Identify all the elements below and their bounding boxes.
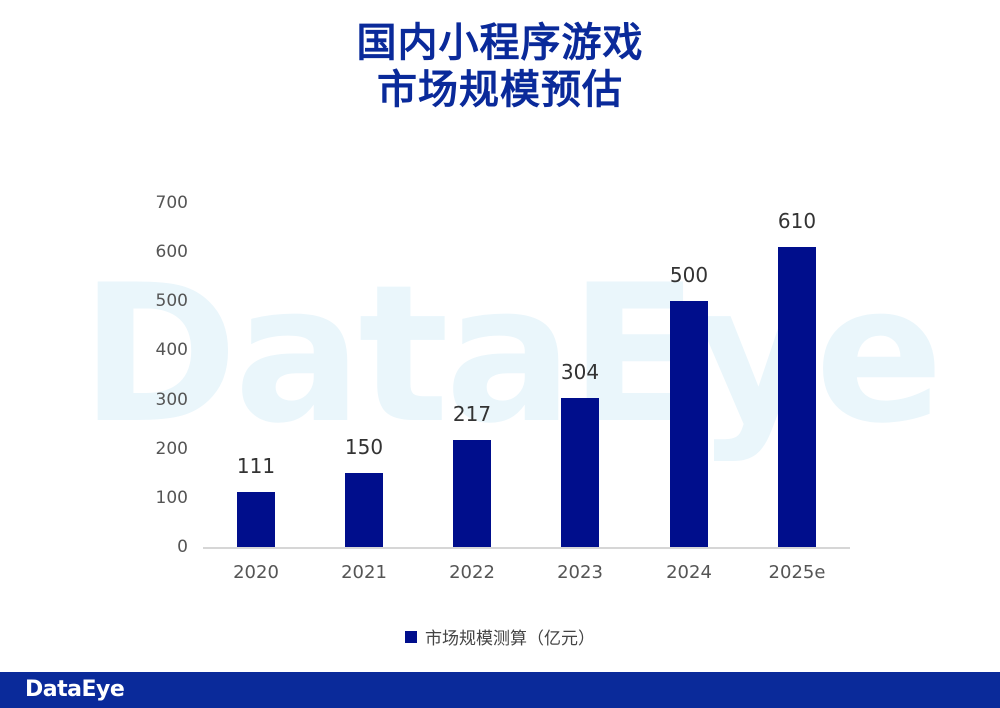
bar-2023 <box>561 397 599 547</box>
x-tick-label: 2021 <box>341 562 387 583</box>
bar-2024 <box>670 301 708 547</box>
x-tick-label: 2022 <box>449 562 495 583</box>
bar-2021 <box>345 473 383 547</box>
title-line-1: 国内小程序游戏 <box>356 20 644 66</box>
y-tick-label: 100 <box>155 487 188 508</box>
chart-title: 国内小程序游戏 市场规模预估 <box>0 20 1000 114</box>
bar-2022 <box>453 440 491 547</box>
x-tick-label: 2024 <box>666 562 712 583</box>
y-tick-label: 600 <box>155 242 188 263</box>
y-tick-label: 300 <box>155 389 188 410</box>
legend-label: 市场规模测算（亿元） <box>425 629 595 649</box>
y-tick-label: 0 <box>177 537 188 557</box>
bar-value-label: 150 <box>344 435 384 460</box>
dataeye-logo: DataEye <box>25 677 125 702</box>
x-axis-line <box>203 547 850 549</box>
bar-value-label: 111 <box>236 454 276 479</box>
y-tick-label: 200 <box>155 438 188 459</box>
bar-value-label: 304 <box>560 359 600 384</box>
bar-2020 <box>237 492 275 547</box>
legend: 市场规模测算（亿元） <box>0 624 1000 649</box>
x-tick-label: 2025e <box>768 562 826 583</box>
footer-bar: DataEye <box>0 672 1000 708</box>
y-tick-label: 700 <box>155 193 188 213</box>
bar-value-label: 217 <box>452 402 492 427</box>
bar-value-label: 500 <box>669 263 709 288</box>
legend-swatch <box>405 630 417 643</box>
bar-2025e <box>778 247 816 547</box>
x-tick-label: 2020 <box>233 562 279 583</box>
y-tick-label: 500 <box>155 291 188 312</box>
bar-value-label: 610 <box>777 209 817 234</box>
y-tick-label: 400 <box>155 340 188 361</box>
title-line-2: 市场规模预估 <box>377 67 623 113</box>
x-tick-label: 2023 <box>557 562 603 583</box>
